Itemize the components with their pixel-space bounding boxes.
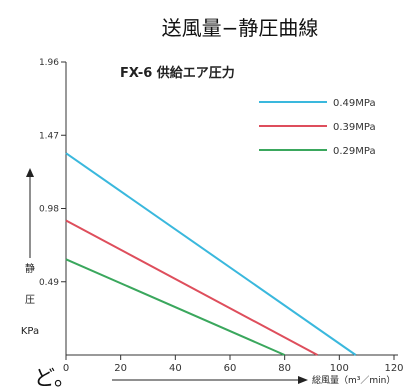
legend-label-1: 0.49MPa (333, 98, 376, 109)
y-axis-label-char-2: 圧 (25, 295, 35, 306)
x-tick-label: 60 (224, 363, 237, 374)
x-axis-arrow-head (298, 376, 308, 384)
series-line-3 (65, 258, 286, 356)
chart-subtitle: FX-6 供給エア圧力 (120, 65, 235, 81)
x-tick-label: 100 (330, 363, 349, 374)
legend-label-2: 0.39MPa (333, 122, 376, 133)
chart-title: 送風量−静圧曲線 (162, 16, 319, 40)
y-tick-label: 1.96 (39, 58, 59, 68)
y-axis-label-char-1: 静 (25, 262, 35, 275)
y-axis-arrow-head (26, 168, 34, 177)
x-axis-label: 総風量（m³／min） (312, 374, 395, 386)
x-tick-label: 0 (63, 363, 69, 374)
y-tick-label: 0.49 (39, 278, 59, 288)
x-tick-label: 40 (169, 363, 182, 374)
y-tick-label: 0.98 (39, 205, 59, 215)
series-line-1 (65, 152, 357, 356)
y-tick-label: 1.47 (39, 131, 59, 141)
x-tick-label: 120 (384, 363, 403, 374)
y-axis-unit: KPa (21, 326, 39, 337)
legend-label-3: 0.29MPa (333, 146, 376, 157)
x-tick-label: 20 (114, 363, 127, 374)
x-tick-label: 80 (278, 363, 291, 374)
corner-text: ど。 (34, 366, 75, 387)
series-line-2 (65, 219, 318, 356)
